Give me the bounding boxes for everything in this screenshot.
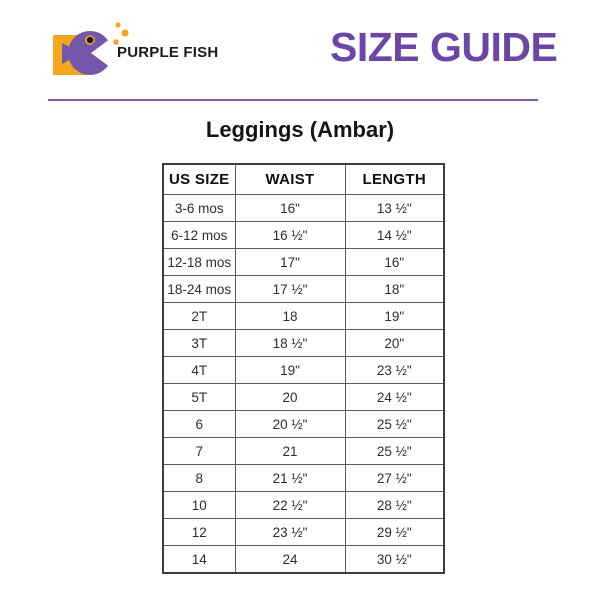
table-cell: 19": [234, 356, 346, 384]
table-row: 2T 18 19": [162, 302, 445, 330]
table-cell: 24 ½": [344, 383, 445, 411]
table-row: 12 23 ½" 29 ½": [162, 518, 445, 546]
table-cell: 4T: [162, 356, 236, 384]
table-cell: 22 ½": [234, 491, 346, 519]
brand-name: PURPLE FISH: [117, 44, 219, 61]
table-row: 4T 19" 23 ½": [162, 356, 445, 384]
table-cell: 13 ½": [344, 194, 445, 222]
table-cell: 14: [162, 545, 236, 574]
table-cell: 16": [344, 248, 445, 276]
table-cell: 30 ½": [344, 545, 445, 574]
table-cell: 17": [234, 248, 346, 276]
table-header-cell: LENGTH: [344, 163, 445, 195]
table-row: 12-18 mos 17" 16": [162, 248, 445, 276]
table-cell: 14 ½": [344, 221, 445, 249]
table-cell: 20: [234, 383, 346, 411]
table-cell: 18 ½": [234, 329, 346, 357]
divider-line: [48, 99, 538, 101]
table-cell: 18-24 mos: [162, 275, 236, 303]
table-row: 6-12 mos 16 ½" 14 ½": [162, 221, 445, 249]
table-cell: 29 ½": [344, 518, 445, 546]
table-cell: 17 ½": [234, 275, 346, 303]
size-table-head-row: US SIZE WAIST LENGTH: [162, 163, 445, 195]
size-table: US SIZE WAIST LENGTH 3-6 mos 16" 13 ½" 6-12 m…: [162, 163, 445, 574]
table-cell: 5T: [162, 383, 236, 411]
table-cell: 16 ½": [234, 221, 346, 249]
table-cell: 12-18 mos: [162, 248, 236, 276]
table-cell: 10: [162, 491, 236, 519]
table-cell: 18: [234, 302, 346, 330]
table-row: 3T 18 ½" 20": [162, 329, 445, 357]
table-row: 6 20 ½" 25 ½": [162, 410, 445, 438]
table-cell: 3T: [162, 329, 236, 357]
table-cell: 25 ½": [344, 437, 445, 465]
fish-logo-icon: [53, 22, 129, 75]
table-cell: 23 ½": [344, 356, 445, 384]
table-cell: 2T: [162, 302, 236, 330]
section-title: Leggings (Ambar): [205, 117, 395, 142]
table-cell: 6-12 mos: [162, 221, 236, 249]
table-header-cell: WAIST: [234, 163, 346, 195]
table-row: 5T 20 24 ½": [162, 383, 445, 411]
table-header-cell: US SIZE: [162, 163, 236, 195]
table-cell: 23 ½": [234, 518, 346, 546]
table-cell: 19": [344, 302, 445, 330]
size-table-body: 3-6 mos 16" 13 ½" 6-12 mos 16 ½" 14 ½" 12-18 m…: [162, 194, 445, 574]
table-cell: 6: [162, 410, 236, 438]
table-cell: 16": [234, 194, 346, 222]
table-cell: 18": [344, 275, 445, 303]
table-cell: 28 ½": [344, 491, 445, 519]
table-row: 7 21 25 ½": [162, 437, 445, 465]
table-cell: 12: [162, 518, 236, 546]
table-cell: 20 ½": [234, 410, 346, 438]
table-cell: 25 ½": [344, 410, 445, 438]
table-cell: 8: [162, 464, 236, 492]
table-cell: 27 ½": [344, 464, 445, 492]
table-row: 8 21 ½" 27 ½": [162, 464, 445, 492]
table-row: 18-24 mos 17 ½" 18": [162, 275, 445, 303]
table-cell: 21 ½": [234, 464, 346, 492]
table-row: 10 22 ½" 28 ½": [162, 491, 445, 519]
table-cell: 7: [162, 437, 236, 465]
table-cell: 20": [344, 329, 445, 357]
table-row: 3-6 mos 16" 13 ½": [162, 194, 445, 222]
page-title: SIZE GUIDE: [330, 24, 558, 70]
table-cell: 3-6 mos: [162, 194, 236, 222]
table-row: 14 24 30 ½": [162, 545, 445, 574]
table-cell: 21: [234, 437, 346, 465]
table-cell: 24: [234, 545, 346, 574]
